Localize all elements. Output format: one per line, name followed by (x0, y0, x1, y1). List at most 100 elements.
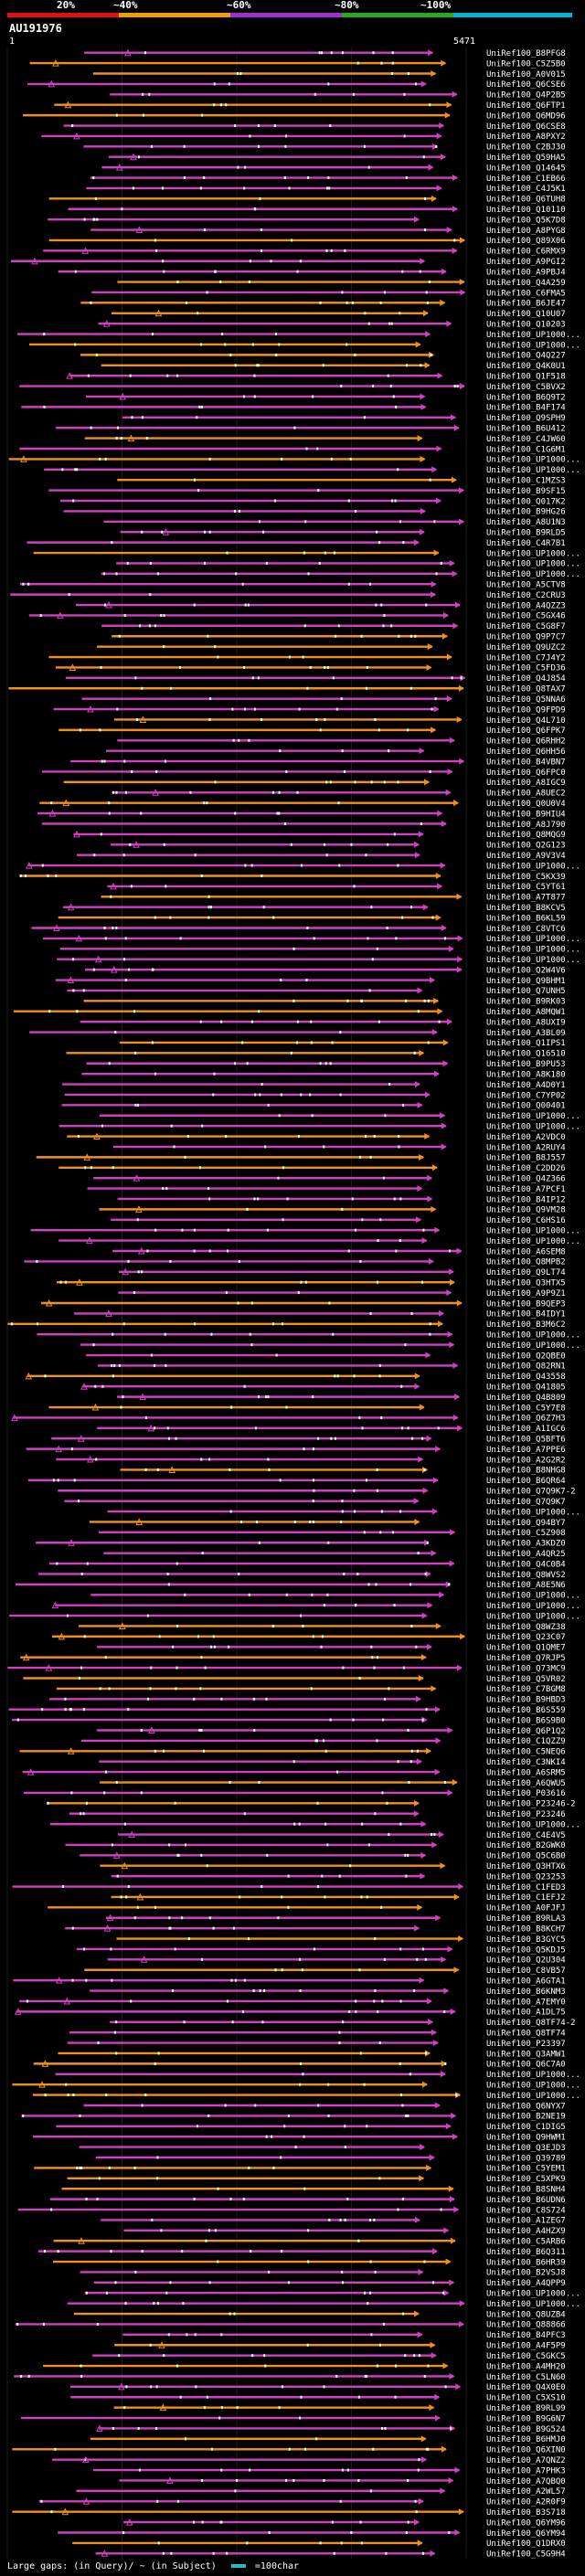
gap-mark (393, 1604, 396, 1607)
hit-row: UniRef100_Q7Q9K7 (64, 1498, 566, 1507)
gap-mark (182, 2302, 185, 2306)
hit-arrow (454, 1394, 461, 1401)
gap-mark (374, 717, 377, 721)
hit-row: UniRef100_Q73MC9 (7, 1663, 566, 1673)
gap-mark (423, 2374, 426, 2378)
gap-mark (372, 51, 375, 55)
gap-mark (176, 281, 179, 284)
hit-row: UniRef100_B4PFC3 (122, 2331, 566, 2340)
gap-mark (24, 874, 27, 877)
gap-mark (322, 1739, 324, 1743)
gap-mark (317, 2104, 320, 2107)
legend-subject-gap: ~ (in Subject) (139, 2561, 217, 2571)
hit-label: UniRef100_Q2QBE0 (486, 1352, 566, 1361)
query-gap-mark (14, 2008, 22, 2015)
query-gap-mark (66, 372, 73, 379)
hit-arrow (425, 1570, 431, 1577)
gap-mark (235, 572, 238, 576)
hit-label: UniRef100_B6UDN6 (486, 2196, 566, 2205)
gap-mark (137, 2426, 140, 2430)
gap-mark (453, 239, 456, 242)
legend: Large gaps: (in Query)/ ~ (in Subject) =… (7, 2561, 299, 2571)
gap-mark (376, 1489, 378, 1492)
hit-arrow (459, 518, 465, 525)
query-gap-mark (103, 1924, 112, 1932)
query-gap-mark (68, 1539, 75, 1546)
gap-mark (399, 1822, 402, 1826)
hit-label: UniRef100_B8KCV5 (486, 904, 566, 913)
hit-arrow (448, 945, 454, 952)
gap-mark (168, 1926, 171, 1930)
gap-mark (444, 2385, 447, 2389)
query-gap-mark (127, 434, 135, 442)
hit-label: UniRef100_Q2G123 (486, 842, 566, 851)
gap-mark (248, 1593, 250, 1596)
gap-mark (281, 1895, 283, 1899)
hit-arrow (438, 1831, 444, 1839)
hit-label: UniRef100_UP1000... (486, 1226, 580, 1235)
hit-arrow (424, 362, 431, 369)
gap-mark (388, 1083, 391, 1087)
gap-mark (212, 1093, 215, 1097)
hit-arrow (453, 1966, 460, 1974)
gap-mark (198, 405, 201, 408)
hit-label: UniRef100_Q8TF74 (486, 2029, 566, 2038)
gap-mark (358, 1968, 361, 1972)
hit-row: UniRef100_Q43558 (25, 1372, 566, 1382)
query-gap-mark (139, 716, 147, 723)
hit-arrow (419, 1153, 425, 1161)
hit-row: UniRef100_B9G524 (96, 2424, 566, 2434)
hit-row: UniRef100_Q89X06 (48, 237, 566, 246)
gap-mark (393, 1197, 396, 1201)
gap-mark (338, 1874, 341, 1878)
gap-mark (146, 1249, 149, 1253)
gap-mark (207, 634, 209, 638)
gap-mark (265, 2135, 268, 2138)
hit-arrow (458, 487, 464, 494)
hit-label: UniRef100_Q8MPB2 (486, 1258, 566, 1267)
gap-mark (243, 186, 246, 190)
hit-row: UniRef100_A3KDZ0 (36, 1539, 566, 1549)
gap-mark (242, 395, 245, 398)
query-gap-mark (69, 663, 77, 671)
gap-mark (128, 968, 131, 971)
hit-label: UniRef100_B9SF15 (486, 487, 566, 496)
hit-label: UniRef100_Q41805 (486, 1383, 566, 1393)
gap-mark (280, 979, 282, 982)
gap-mark (456, 385, 459, 388)
hit-row: UniRef100_A4QR25 (103, 1550, 566, 1559)
hit-row: UniRef100_C5ARB6 (53, 2237, 566, 2247)
query-gap-mark (61, 2507, 69, 2516)
gap-mark (316, 1801, 319, 1805)
gap-mark (199, 1020, 202, 1023)
query-gap-mark (73, 132, 80, 140)
gap-mark (207, 1187, 210, 1191)
gap-mark (367, 2302, 369, 2306)
gap-mark (103, 603, 106, 607)
hit-label: UniRef100_B6HMJ0 (486, 2435, 566, 2444)
hit-row: UniRef100_A8K180 (81, 1070, 566, 1079)
hit-arrow (420, 258, 426, 265)
hit-arrow (418, 1674, 424, 1681)
gap-mark (236, 2406, 239, 2410)
hit-arrow (446, 1289, 452, 1297)
query-gap-mark (105, 1309, 112, 1317)
gap-mark (238, 1572, 240, 1575)
gap-mark (303, 2187, 306, 2190)
hit-label: UniRef100_C5G9H4 (486, 2550, 566, 2559)
gap-mark (378, 1363, 381, 1367)
hit-label: UniRef100_UP1000... (486, 1112, 580, 1121)
gap-mark (309, 1093, 312, 1097)
gap-mark (293, 426, 296, 429)
gap-mark (415, 1645, 418, 1648)
gap-mark (157, 572, 160, 576)
hit-label: UniRef100_Q5KDJ5 (486, 1945, 566, 1955)
gap-mark (149, 561, 152, 565)
hit-row: UniRef100_C7BGM8 (56, 1685, 566, 1694)
query-gap-mark (62, 799, 70, 807)
gap-mark (124, 979, 127, 982)
hit-label: UniRef100_C5GKC5 (486, 2352, 566, 2361)
hit-arrow (458, 1883, 464, 1891)
gap-mark (406, 364, 409, 367)
hit-arrow (451, 476, 457, 483)
